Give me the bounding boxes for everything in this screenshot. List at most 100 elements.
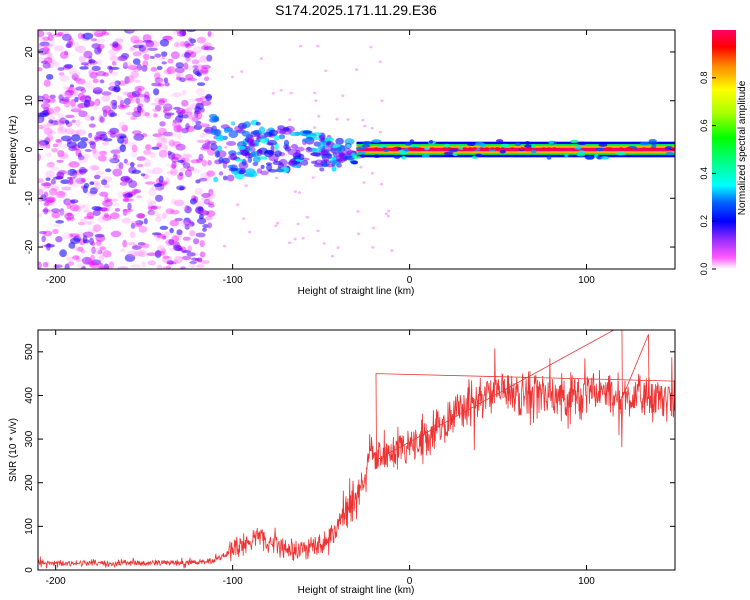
spectrogram-blob <box>133 39 144 44</box>
spectrogram-blob <box>47 52 53 60</box>
spectrogram-blob <box>255 121 261 126</box>
spectrogram-blob <box>57 113 65 119</box>
spectrogram-blob <box>185 74 194 80</box>
spectrogram-blob <box>122 62 128 70</box>
spectrogram-peak <box>520 147 525 150</box>
spectrogram-blob <box>328 163 332 167</box>
spectrogram-blob <box>289 131 300 137</box>
spectrogram-blob <box>201 100 212 106</box>
spectrogram-peak <box>462 147 467 150</box>
spectrogram-blob <box>60 210 68 216</box>
spectrogram-blob <box>119 104 127 110</box>
spectrogram-blob <box>77 246 84 252</box>
spectrogram-blob <box>428 140 434 144</box>
spectrogram-blob <box>268 129 278 136</box>
spectrogram-blob <box>170 51 180 60</box>
spectrogram-blob <box>250 130 261 135</box>
spectrogram-blob <box>188 262 196 269</box>
spectrogram-blob <box>196 158 203 164</box>
spectrogram-blob <box>180 108 190 115</box>
spectrogram-blob <box>186 77 197 82</box>
spectrogram-blob <box>267 139 277 146</box>
spectrogram-blob <box>90 254 95 262</box>
spectrogram-blob <box>356 232 361 236</box>
spectrogram-blob <box>154 77 163 84</box>
spectrogram-blob <box>38 47 48 55</box>
spectrogram-blob <box>85 81 93 89</box>
spectrogram-blob <box>168 239 175 246</box>
spectrogram-blob <box>335 154 344 162</box>
spectrogram-blob <box>78 110 88 118</box>
spectrogram-blob <box>77 141 88 149</box>
spectrogram-blob <box>362 144 371 148</box>
spectrogram-blob <box>141 109 146 117</box>
spectrogram-blob <box>185 169 192 178</box>
spectrogram-blob <box>51 166 60 171</box>
spectrogram-blob <box>79 66 89 70</box>
spectrogram-blob <box>45 177 51 181</box>
spectrogram-blob <box>205 216 213 221</box>
spectrogram-blob <box>97 59 103 66</box>
spectrogram-blob <box>145 144 152 151</box>
colorbar-gradient <box>712 30 736 269</box>
spectrogram-blob <box>122 91 132 96</box>
spectrogram-blob <box>45 152 52 157</box>
spectrogram-blob <box>193 238 200 245</box>
spectrogram-blob <box>87 189 98 197</box>
spectrogram-blob <box>64 128 75 135</box>
spectrogram-blob <box>68 146 78 152</box>
spectrogram-blob <box>170 209 180 215</box>
spectrogram-blob <box>206 170 215 177</box>
spectrogram-blob <box>202 224 209 229</box>
spectrogram-blob <box>128 64 137 69</box>
spectrogram-blob <box>75 86 85 91</box>
spectrogram-blob <box>421 154 430 158</box>
spectrogram-blob <box>116 56 128 62</box>
spectrogram-blob <box>95 234 106 242</box>
spectrogram-blob <box>75 247 81 251</box>
spectrogram-blob <box>156 65 163 71</box>
spectrogram-blob <box>168 139 175 147</box>
spectrogram-blob <box>140 243 150 249</box>
spectrogram-blob <box>38 118 42 123</box>
spectrogram-blob <box>125 112 134 116</box>
spectrogram-blob <box>47 107 59 115</box>
spectrogram-peak <box>510 147 515 150</box>
spectrogram-blob <box>182 236 191 241</box>
spectrogram-blob <box>94 47 102 55</box>
spectrogram-blob <box>203 199 213 204</box>
spectrogram-blob <box>103 213 109 219</box>
spectrogram-blob <box>147 260 156 266</box>
spectrogram-blob <box>43 191 49 198</box>
spectrogram-blob <box>54 106 61 113</box>
spectrogram-blob <box>153 97 163 103</box>
spectrogram-blob <box>371 226 375 230</box>
spectrogram-blob <box>170 168 178 176</box>
spectrogram-blob <box>113 85 121 93</box>
spectrogram-blob <box>42 93 49 101</box>
spectrogram-blob <box>143 53 150 60</box>
spectrogram-blob <box>99 116 105 123</box>
spectrogram-blob <box>313 126 317 129</box>
spectrogram-blob <box>77 92 86 101</box>
spectrogram-blob <box>198 177 208 182</box>
spectrogram-blob <box>616 151 626 156</box>
spectrogram-blob <box>66 212 73 217</box>
spectrogram-blob <box>38 188 44 196</box>
spectrogram-blob <box>144 162 151 168</box>
spectrogram-blob <box>270 145 275 152</box>
spectrogram-blob <box>199 251 206 258</box>
spectrogram-blob <box>154 137 166 142</box>
spectrogram-blob <box>363 124 367 128</box>
spectrogram-blob <box>137 249 147 258</box>
spectrogram-blob <box>276 221 280 225</box>
spectrogram-blob <box>61 91 71 98</box>
spectrogram-blob <box>71 119 76 124</box>
spectrogram-blob <box>58 72 65 76</box>
spectrogram-blob <box>175 62 185 69</box>
spectrogram-blob <box>77 155 89 163</box>
spectrogram-blob <box>235 158 244 162</box>
spectrogram-blob <box>92 89 102 94</box>
spectrogram-blob <box>59 74 70 82</box>
spectrogram-blob <box>140 173 146 177</box>
